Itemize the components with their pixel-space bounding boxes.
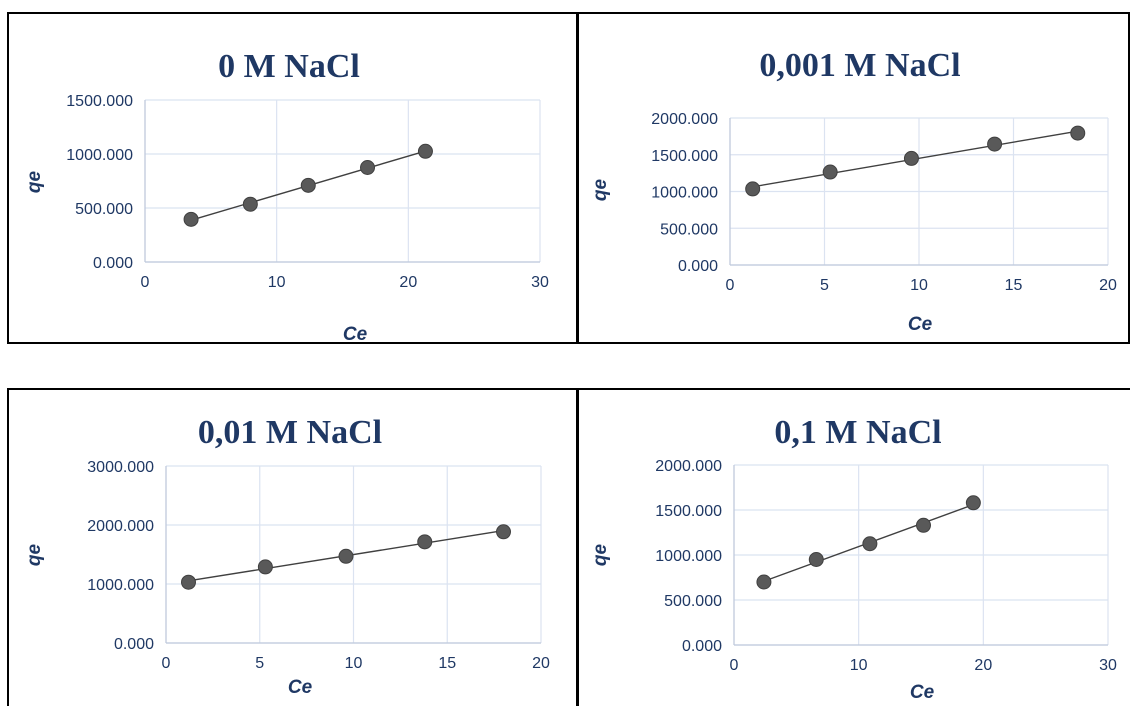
x-tick-label: 15 <box>1005 277 1023 294</box>
data-point <box>417 534 433 550</box>
y-tick-label: 0.000 <box>114 636 154 653</box>
y-axis-label: qe <box>24 170 45 193</box>
y-tick-label: 500.000 <box>664 593 722 610</box>
y-axis-label: qe <box>24 543 45 566</box>
x-axis-label: Ce <box>910 682 935 703</box>
data-point <box>822 164 838 180</box>
y-tick-label: 500.000 <box>75 201 133 218</box>
data-point <box>903 150 919 166</box>
x-tick-label: 0 <box>162 655 171 672</box>
chart-3: 0 10 20 30 0.000 500.000 1000.000 1500.000 2000.… <box>590 414 1117 703</box>
x-tick-label: 10 <box>850 657 868 674</box>
data-point <box>181 574 196 590</box>
y-tick-label: 1000.000 <box>87 577 154 594</box>
data-point <box>417 143 433 159</box>
data-point <box>496 524 511 540</box>
chart-2: 0 5 10 15 20 0.000 1000.000 2000.000 3000.000 0,0… <box>24 414 550 698</box>
x-tick-label: 10 <box>910 277 928 294</box>
y-axis-label: qe <box>590 178 611 201</box>
x-tick-label: 20 <box>532 655 550 672</box>
data-point <box>745 181 761 197</box>
x-tick-label: 0 <box>141 274 150 291</box>
x-axis-label: Ce <box>343 324 368 345</box>
x-tick-label: 20 <box>399 274 417 291</box>
chart-title: 0 M NaCl <box>218 48 360 85</box>
chart-panel-0m <box>7 12 578 344</box>
data-point <box>1070 125 1086 141</box>
chart-panel-01m <box>576 388 1130 706</box>
y-tick-label: 0.000 <box>678 258 718 275</box>
chart-1: 0 5 10 15 20 0.000 500.000 1000.000 1500.000 2000… <box>590 47 1117 335</box>
chart-title: 0,01 M NaCl <box>198 414 382 451</box>
y-tick-label: 1500.000 <box>655 503 722 520</box>
x-tick-label: 20 <box>974 657 992 674</box>
y-tick-label: 1000.000 <box>66 147 133 164</box>
y-tick-label: 0.000 <box>93 255 133 272</box>
y-tick-label: 2000.000 <box>87 518 154 535</box>
data-point <box>183 211 199 227</box>
data-point <box>242 196 258 212</box>
chart-0: 0 10 20 30 0.000 500.000 1000.000 1500.000 0 M N… <box>24 48 549 345</box>
chart-panel-001m <box>7 388 578 706</box>
chart-title: 0,1 M NaCl <box>774 414 941 451</box>
x-axis-label: Ce <box>908 314 933 335</box>
y-tick-label: 1500.000 <box>66 93 133 110</box>
x-tick-label: 10 <box>268 274 286 291</box>
x-tick-label: 5 <box>255 655 264 672</box>
y-tick-label: 0.000 <box>682 638 722 655</box>
data-point <box>360 160 376 175</box>
y-tick-label: 3000.000 <box>87 459 154 476</box>
chart-title: 0,001 M NaCl <box>759 47 960 84</box>
x-tick-label: 15 <box>438 655 456 672</box>
y-tick-label: 2000.000 <box>655 458 722 475</box>
chart-panel-0001m <box>576 12 1130 344</box>
x-tick-label: 0 <box>730 657 739 674</box>
y-axis-label: qe <box>590 543 611 566</box>
x-tick-label: 20 <box>1099 277 1117 294</box>
y-tick-label: 1000.000 <box>655 548 722 565</box>
y-tick-label: 1000.000 <box>651 185 718 202</box>
data-point <box>965 495 981 511</box>
data-point <box>987 136 1003 152</box>
y-tick-label: 1500.000 <box>651 148 718 165</box>
x-tick-label: 0 <box>726 277 735 294</box>
data-point <box>338 548 354 564</box>
data-point <box>300 177 316 193</box>
x-tick-label: 30 <box>1099 657 1117 674</box>
data-point <box>915 517 931 533</box>
data-point <box>808 552 824 567</box>
x-tick-label: 30 <box>531 274 549 291</box>
y-tick-label: 500.000 <box>660 221 718 238</box>
data-point <box>862 536 878 552</box>
y-tick-label: 2000.000 <box>651 111 718 128</box>
data-point <box>257 559 273 575</box>
x-axis-label: Ce <box>288 677 313 698</box>
data-point <box>756 574 772 590</box>
x-tick-label: 10 <box>345 655 363 672</box>
x-tick-label: 5 <box>820 277 829 294</box>
